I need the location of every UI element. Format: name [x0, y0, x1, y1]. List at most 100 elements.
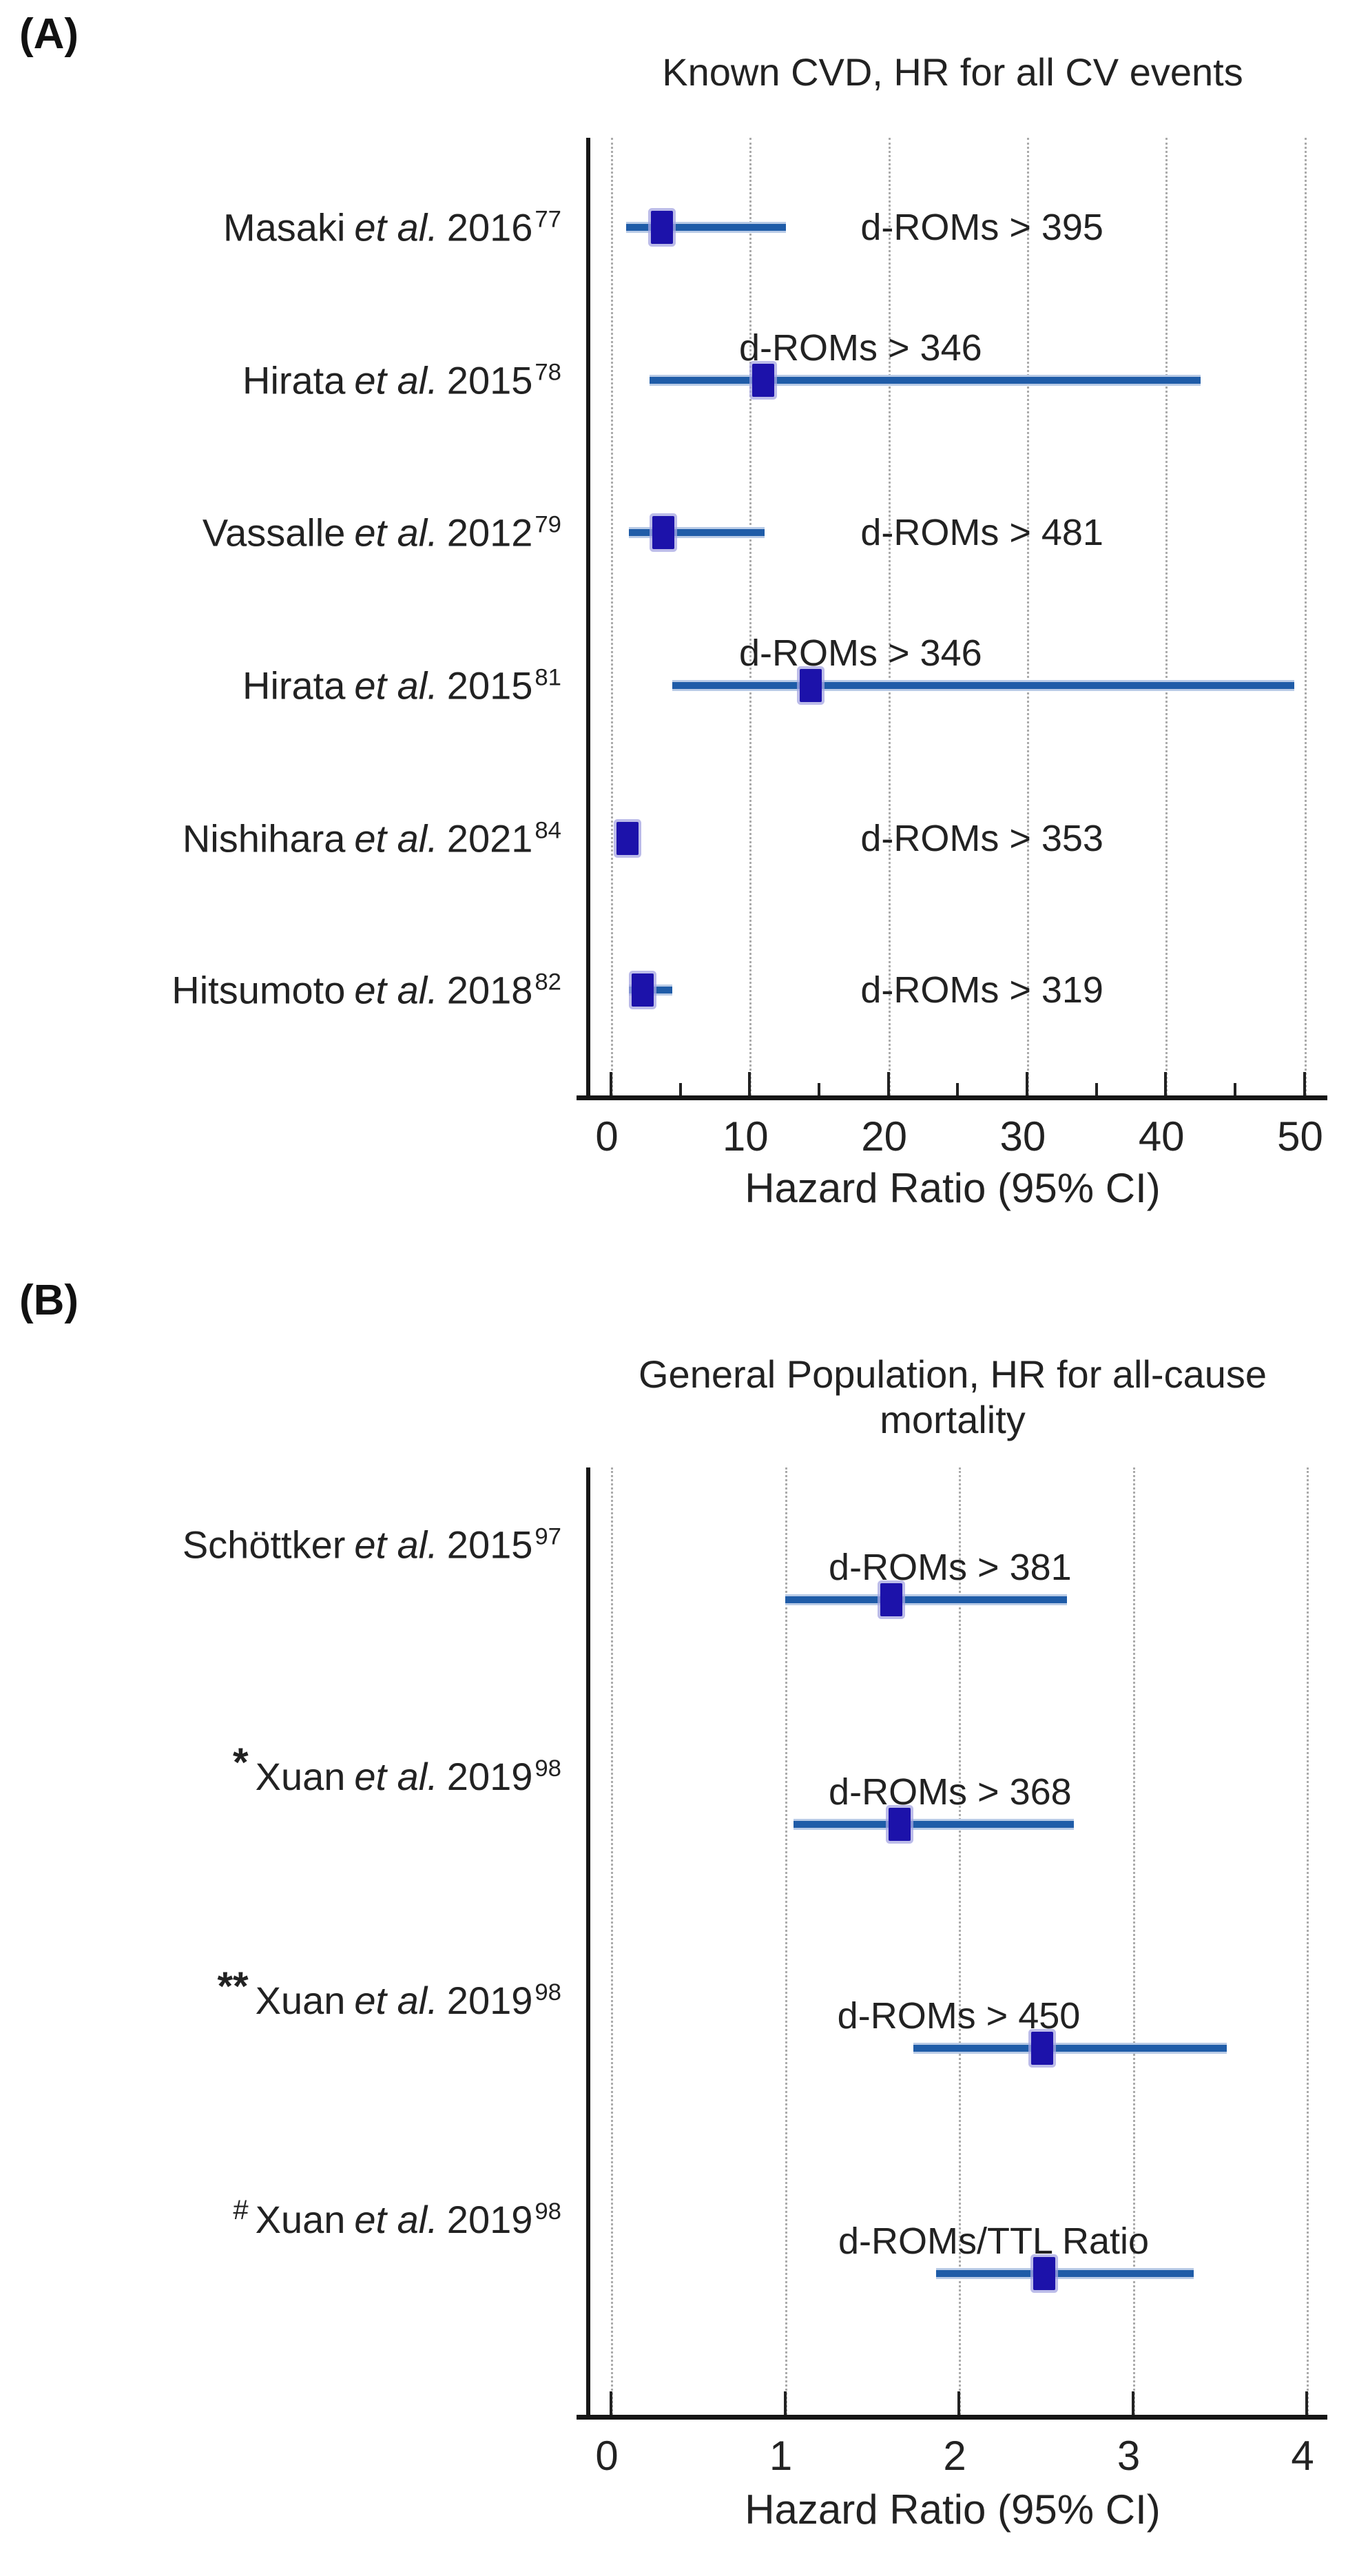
study-year: 2015 [446, 358, 533, 402]
threshold-label: d-ROMs > 346 [739, 327, 982, 369]
study-name: Nishihara [182, 816, 346, 861]
threshold-label: d-ROMs > 381 [829, 1547, 1072, 1588]
study-name: Hitsumoto [172, 968, 346, 1012]
study-label: Hirata et al. 201578 [21, 358, 561, 403]
study-etal: et al. [354, 1978, 438, 2022]
study-year: 2015 [446, 1523, 533, 1567]
study-name: Xuan [255, 1978, 346, 2022]
study-name: Hirata [242, 663, 346, 708]
point-marker [799, 669, 822, 702]
study-ref: 82 [535, 969, 561, 996]
x-tick-label: 50 [1277, 1113, 1323, 1160]
x-tick [1305, 2391, 1308, 2415]
threshold-label: d-ROMs > 450 [837, 1995, 1081, 2037]
study-ref: 98 [535, 2198, 561, 2225]
panel-b-title-line: General Population, HR for all-cause [638, 1352, 1267, 1396]
study-etal: et al. [354, 205, 438, 249]
point-marker [889, 1808, 911, 1841]
study-year: 2016 [446, 205, 533, 249]
panel-a-xlabel: Hazard Ratio (95% CI) [745, 1165, 1161, 1211]
study-year: 2019 [446, 2197, 533, 2241]
x-tick-minor [956, 1083, 960, 1095]
panel-a-x-axis [577, 1095, 1327, 1100]
study-ref: 84 [535, 817, 561, 844]
gridline [888, 138, 891, 1095]
ci-line [672, 680, 1295, 691]
panel-a-plot-area: d-ROMs > 395 d-ROMs > 346 d-ROMs > 481 d-RO… [577, 138, 1327, 1100]
gridline [785, 1467, 787, 2415]
study-ref: 77 [535, 206, 561, 233]
study-label: ** Xuan et al. 201998 [21, 1964, 561, 2023]
panel-a-tag: (A) [19, 10, 79, 58]
study-ref: 81 [535, 664, 561, 691]
study-etal: et al. [354, 2197, 438, 2241]
panel-b-plot-area: d-ROMs > 381 d-ROMs > 368 d-ROMs > 450 d-RO… [577, 1467, 1327, 2420]
threshold-label: d-ROMs > 353 [860, 818, 1103, 859]
study-etal: et al. [354, 358, 438, 402]
threshold-label: d-ROMs > 368 [829, 1771, 1072, 1813]
study-ref: 98 [535, 1755, 561, 1782]
x-tick-label: 40 [1138, 1113, 1185, 1160]
gridline [1132, 1467, 1135, 2415]
study-name: Vassalle [202, 511, 346, 555]
x-tick-minor [1233, 1083, 1236, 1095]
study-etal: et al. [354, 968, 438, 1012]
x-tick [957, 2391, 960, 2415]
threshold-label: d-ROMs > 481 [860, 512, 1103, 553]
x-tick [748, 1072, 751, 1095]
study-prefix: # [233, 2195, 249, 2226]
study-year: 2015 [446, 663, 533, 708]
study-name: Hirata [242, 358, 346, 402]
study-year: 2012 [446, 511, 533, 555]
x-tick [1025, 1072, 1028, 1095]
ci-line [650, 375, 1201, 386]
study-ref: 79 [535, 511, 561, 538]
study-year: 2021 [446, 816, 533, 861]
study-ref: 78 [535, 359, 561, 386]
study-name: Xuan [255, 2197, 346, 2241]
study-label: * Xuan et al. 201998 [21, 1740, 561, 1799]
gridline [1026, 138, 1029, 1095]
panel-b-x-axis [577, 2415, 1327, 2420]
panel-a-title-line: Known CVD, HR for all CV events [662, 50, 1243, 94]
study-label: # Xuan et al. 201998 [21, 2195, 561, 2242]
x-tick-label: 20 [861, 1113, 907, 1160]
threshold-label: d-ROMs > 346 [739, 632, 982, 674]
x-tick-minor [1095, 1083, 1098, 1095]
x-tick [610, 1072, 612, 1095]
panel-b-title: General Population, HR for all-cause mor… [586, 1352, 1319, 1443]
study-label: Schöttker et al. 201597 [21, 1523, 561, 1567]
x-tick [610, 2391, 612, 2415]
ci-line [794, 1819, 1074, 1830]
x-tick-minor [817, 1083, 820, 1095]
x-tick-label: 0 [595, 2433, 619, 2479]
study-etal: et al. [354, 511, 438, 555]
study-prefix: ** [217, 1964, 249, 2010]
x-tick-label: 30 [999, 1113, 1046, 1160]
study-year: 2018 [446, 968, 533, 1012]
study-ref: 98 [535, 1979, 561, 2006]
x-tick [783, 2391, 787, 2415]
study-year: 2019 [446, 1754, 533, 1798]
study-etal: et al. [354, 1523, 438, 1567]
study-label: Hirata et al. 201581 [21, 663, 561, 708]
x-tick-label: 3 [1117, 2433, 1141, 2479]
point-marker [752, 364, 775, 397]
gridline [1307, 1467, 1309, 2415]
point-marker [652, 516, 675, 549]
gridline [611, 1467, 613, 2415]
study-prefix: * [233, 1740, 249, 1786]
panel-a-title: Known CVD, HR for all CV events [586, 50, 1319, 95]
study-label: Hitsumoto et al. 201882 [21, 968, 561, 1013]
ci-line [785, 1594, 1067, 1605]
study-name: Schöttker [182, 1523, 346, 1567]
x-tick-label: 0 [595, 1113, 619, 1160]
x-tick [886, 1072, 890, 1095]
threshold-label: d-ROMs > 395 [860, 207, 1103, 248]
ci-line [936, 2268, 1194, 2279]
x-tick-label: 10 [722, 1113, 769, 1160]
study-year: 2019 [446, 1978, 533, 2022]
point-marker [616, 822, 639, 855]
threshold-label: d-ROMs/TTL Ratio [838, 2220, 1150, 2262]
panel-b-xlabel: Hazard Ratio (95% CI) [745, 2486, 1161, 2533]
